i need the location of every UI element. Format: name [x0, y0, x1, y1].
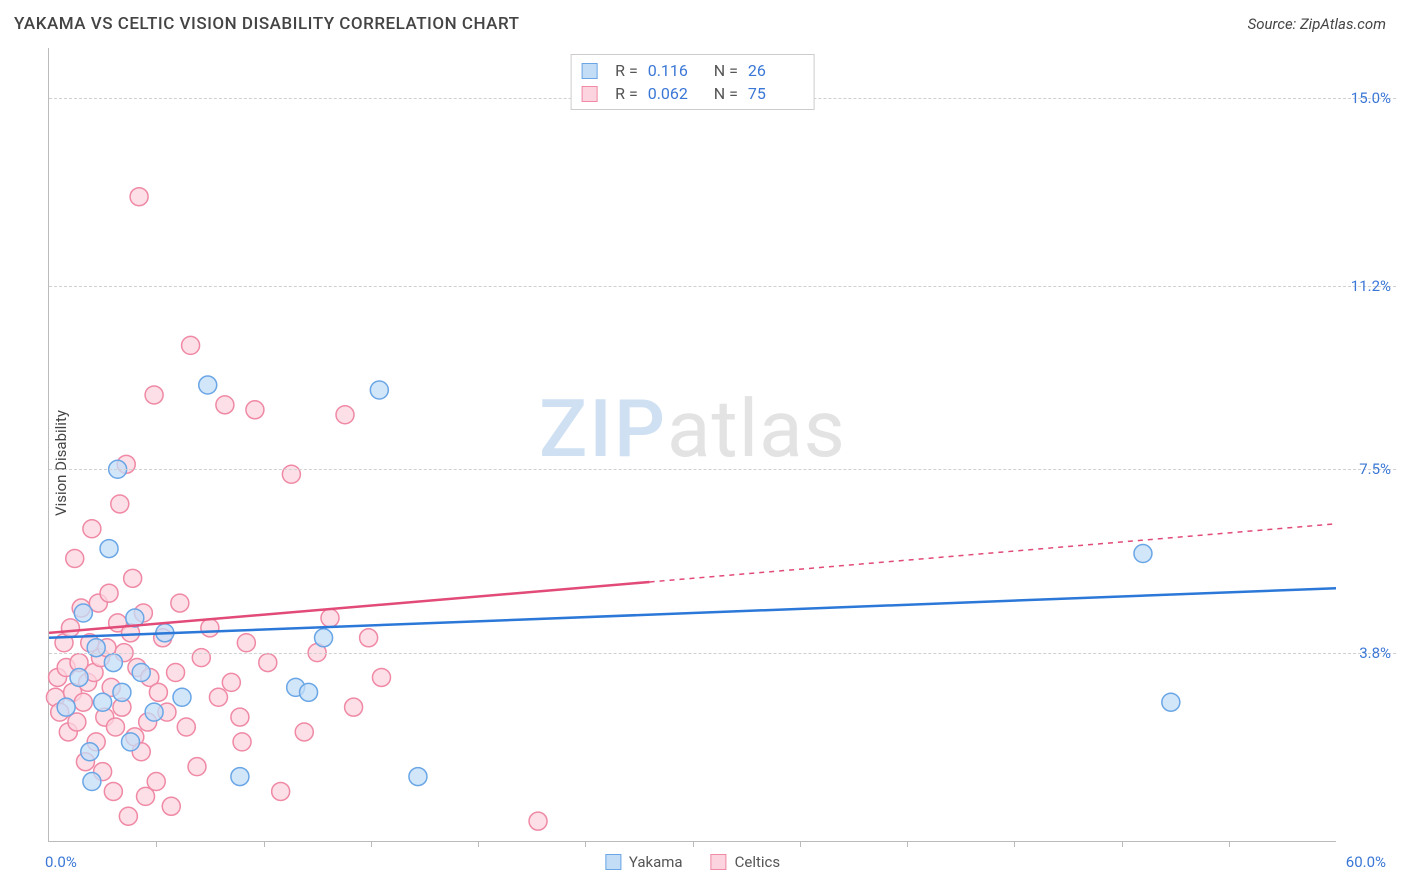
swatch-icon	[581, 63, 597, 79]
swatch-icon	[605, 854, 621, 870]
stat-n-value: 75	[748, 84, 804, 103]
chart-container: Vision Disability ZIPatlas R = 0.116 N =…	[14, 48, 1396, 878]
y-tick-label: 11.2%	[1351, 277, 1391, 295]
stats-legend-box: R = 0.116 N = 26 R = 0.062 N = 75	[570, 54, 815, 110]
legend-bottom: Yakama Celtics	[605, 853, 780, 871]
stats-row-celtics: R = 0.062 N = 75	[581, 82, 804, 105]
chart-title: YAKAMA VS CELTIC VISION DISABILITY CORRE…	[14, 14, 519, 34]
swatch-icon	[711, 854, 727, 870]
y-tick-label: 7.5%	[1359, 460, 1391, 478]
y-tick-label: 3.8%	[1359, 644, 1391, 662]
chart-header: YAKAMA VS CELTIC VISION DISABILITY CORRE…	[0, 0, 1406, 42]
legend-item-yakama: Yakama	[605, 853, 683, 871]
x-min-label: 0.0%	[45, 853, 77, 871]
chart-source: Source: ZipAtlas.com	[1248, 15, 1386, 33]
swatch-icon	[581, 86, 597, 102]
stat-label: R =	[615, 84, 638, 103]
stat-n-value: 26	[748, 61, 804, 80]
plot-area: ZIPatlas R = 0.116 N = 26 R = 0.062 N = …	[48, 48, 1336, 842]
stat-r-value: 0.116	[648, 61, 704, 80]
legend-label: Yakama	[629, 853, 683, 871]
stat-label: R =	[615, 61, 638, 80]
stats-row-yakama: R = 0.116 N = 26	[581, 59, 804, 82]
x-max-label: 60.0%	[1346, 853, 1386, 871]
y-tick-label: 15.0%	[1351, 89, 1391, 107]
stat-r-value: 0.062	[648, 84, 704, 103]
stat-label: N =	[714, 61, 738, 80]
legend-label: Celtics	[735, 853, 781, 871]
scatter-svg	[49, 48, 1336, 841]
legend-item-celtics: Celtics	[711, 853, 781, 871]
stat-label: N =	[714, 84, 738, 103]
